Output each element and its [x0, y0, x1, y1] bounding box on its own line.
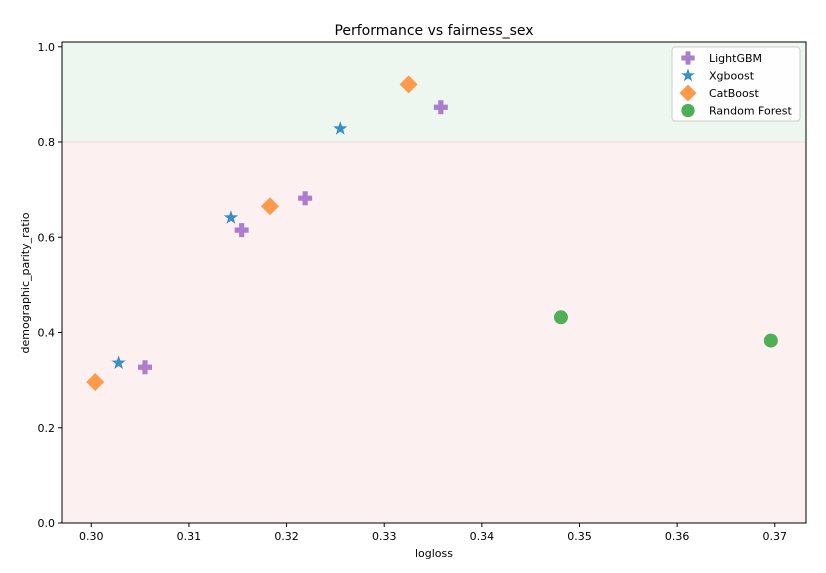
x-tick-label: 0.37 — [763, 530, 788, 543]
point-lightgbm — [137, 360, 152, 375]
legend-box — [671, 46, 801, 122]
chart-title: Performance vs fairness_sex — [334, 23, 533, 39]
y-tick-label: 1.0 — [38, 41, 56, 54]
x-axis: 0.30 0.31 0.32 0.33 0.34 0.35 0.36 0.37 — [79, 523, 787, 543]
legend-label: Xgboost — [709, 70, 755, 83]
point-lightgbm — [433, 100, 448, 115]
point-random-forest — [553, 310, 568, 325]
x-tick-label: 0.30 — [79, 530, 104, 543]
legend: LightGBM Xgboost CatBoost Random Forest — [671, 46, 801, 122]
y-axis-label: demographic_parity_ratio — [19, 212, 32, 353]
legend-label: LightGBM — [709, 52, 762, 65]
band-1 — [62, 142, 806, 524]
y-tick-label: 0.2 — [38, 422, 56, 435]
plot-frame — [61, 41, 807, 524]
legend-marker — [681, 51, 695, 65]
point-lightgbm — [298, 191, 313, 206]
point-xgboost — [111, 355, 126, 370]
point-catboost — [399, 75, 418, 94]
y-tick-label: 0.0 — [38, 517, 56, 530]
x-tick-label: 0.35 — [567, 530, 592, 543]
point-catboost — [86, 373, 105, 392]
point-random-forest — [763, 333, 778, 348]
x-tick-label: 0.33 — [372, 530, 397, 543]
point-xgboost — [223, 210, 239, 224]
y-tick-label: 0.8 — [38, 136, 56, 149]
y-axis: 0.0 0.2 0.4 0.6 0.8 1.0 — [38, 41, 62, 530]
point-catboost — [260, 197, 279, 216]
legend-marker — [681, 68, 695, 82]
legend-marker — [679, 84, 697, 102]
y-tick-label: 0.6 — [38, 231, 56, 244]
y-tick-label: 0.4 — [38, 327, 56, 340]
x-tick-label: 0.31 — [177, 530, 202, 543]
legend-label: CatBoost — [709, 87, 759, 100]
x-tick-label: 0.32 — [274, 530, 299, 543]
point-xgboost — [333, 121, 348, 135]
x-axis-label: logloss — [415, 547, 453, 560]
point-lightgbm — [234, 223, 249, 238]
legend-label: Random Forest — [709, 105, 792, 118]
data-points — [86, 75, 778, 392]
x-tick-label: 0.36 — [665, 530, 690, 543]
x-tick-label: 0.34 — [470, 530, 495, 543]
legend-marker — [681, 103, 695, 118]
